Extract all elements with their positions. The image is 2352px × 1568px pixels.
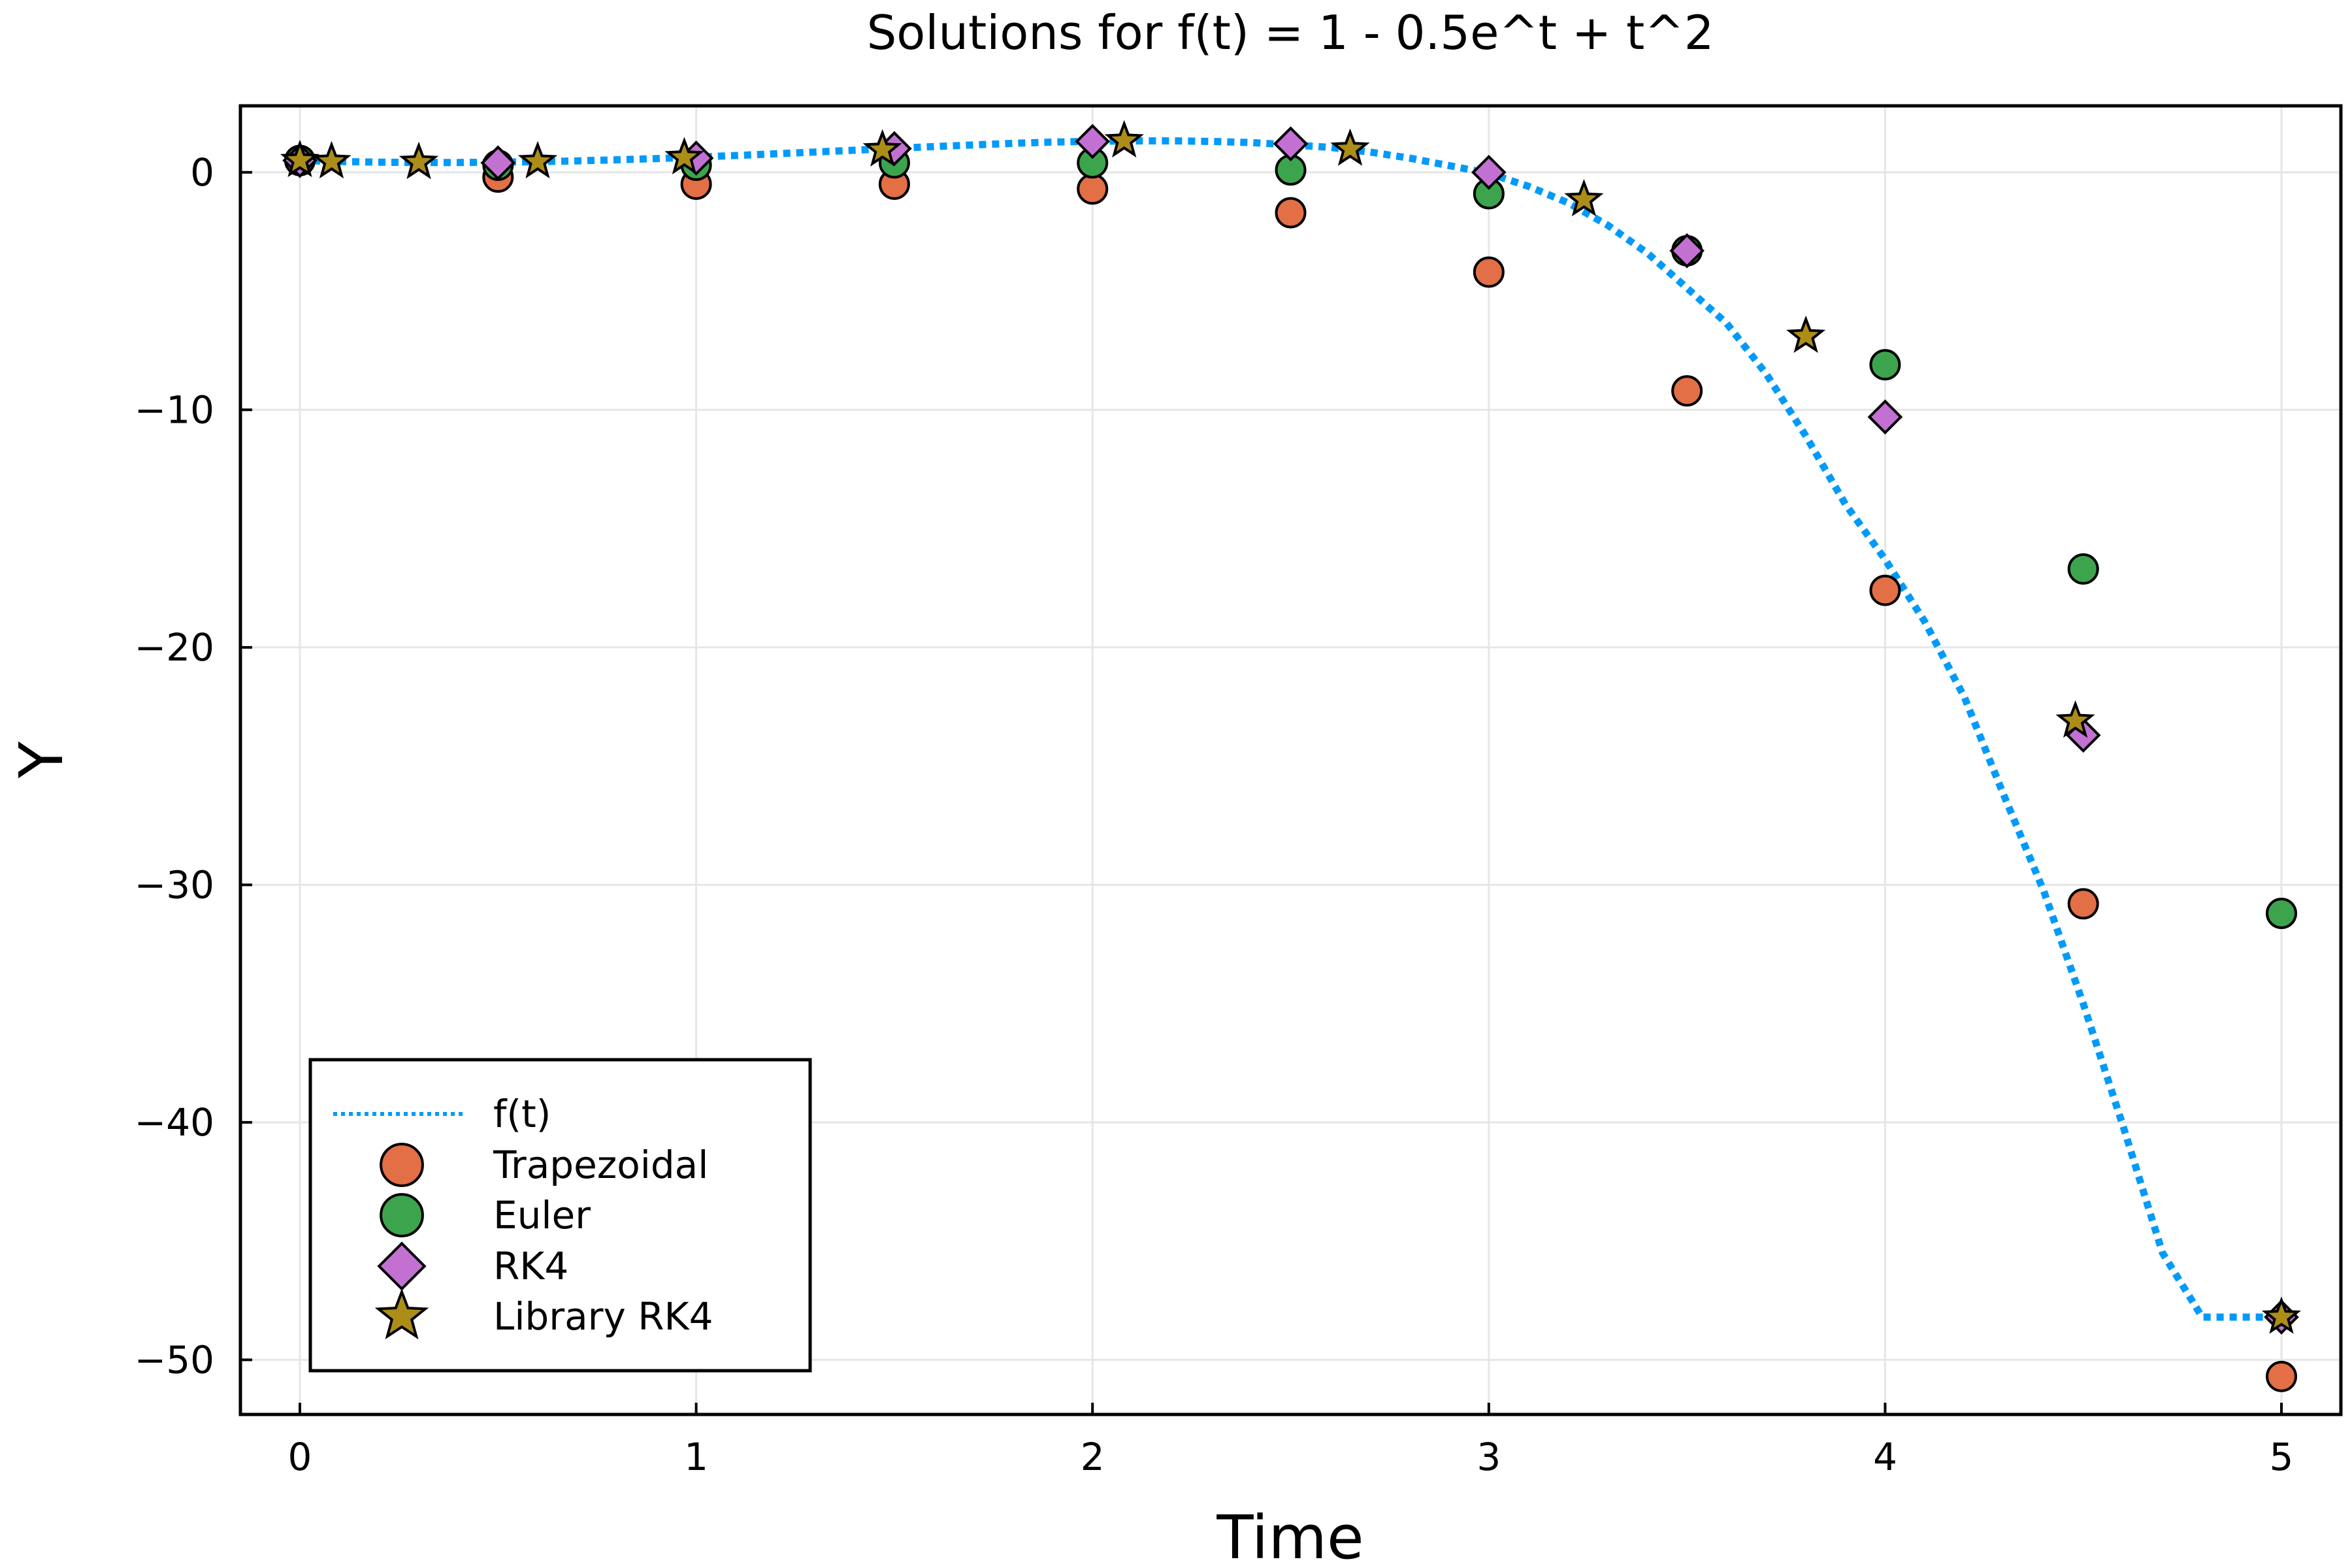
y-tick-label: −10: [135, 387, 214, 432]
x-tick-label: 0: [288, 1435, 312, 1479]
data-point-euler: [2069, 555, 2098, 583]
data-point-euler: [1870, 350, 1899, 379]
chart-title: Solutions for f(t) = 1 - 0.5e^t + t^2: [867, 5, 1714, 60]
data-point-trapezoidal: [2069, 889, 2098, 918]
x-tick-label: 2: [1081, 1435, 1105, 1479]
data-point-trapezoidal: [1475, 257, 1503, 286]
y-tick-label: −50: [135, 1337, 214, 1382]
data-point-euler: [2267, 899, 2296, 928]
legend-label-library-rk4: Library RK4: [493, 1294, 713, 1339]
data-point-trapezoidal: [1078, 174, 1107, 203]
data-point-trapezoidal: [1673, 376, 1701, 405]
x-axis-label: Time: [1216, 1503, 1364, 1568]
legend-label-f-t: f(t): [493, 1092, 551, 1136]
x-tick-label: 1: [684, 1435, 708, 1479]
y-axis-label: Y: [7, 741, 76, 779]
data-point-trapezoidal: [1870, 576, 1899, 605]
y-tick-label: −40: [135, 1100, 214, 1145]
x-tick-label: 4: [1873, 1435, 1897, 1479]
data-point-trapezoidal: [2267, 1362, 2296, 1391]
legend-swatch-trapezoidal: [381, 1144, 423, 1186]
y-tick-label: −30: [135, 862, 214, 907]
legend-label-trapezoidal: Trapezoidal: [493, 1143, 708, 1187]
legend-label-rk4: RK4: [493, 1244, 568, 1288]
data-point-trapezoidal: [1277, 199, 1305, 227]
y-tick-label: 0: [190, 150, 214, 195]
legend: f(t) Trapezoidal Euler RK4 Library RK4: [310, 1060, 810, 1371]
y-tick-label: −20: [135, 625, 214, 670]
x-tick-label: 3: [1477, 1435, 1501, 1479]
legend-label-euler: Euler: [493, 1193, 591, 1237]
x-tick-label: 5: [2270, 1435, 2294, 1479]
legend-swatch-euler: [381, 1194, 423, 1236]
